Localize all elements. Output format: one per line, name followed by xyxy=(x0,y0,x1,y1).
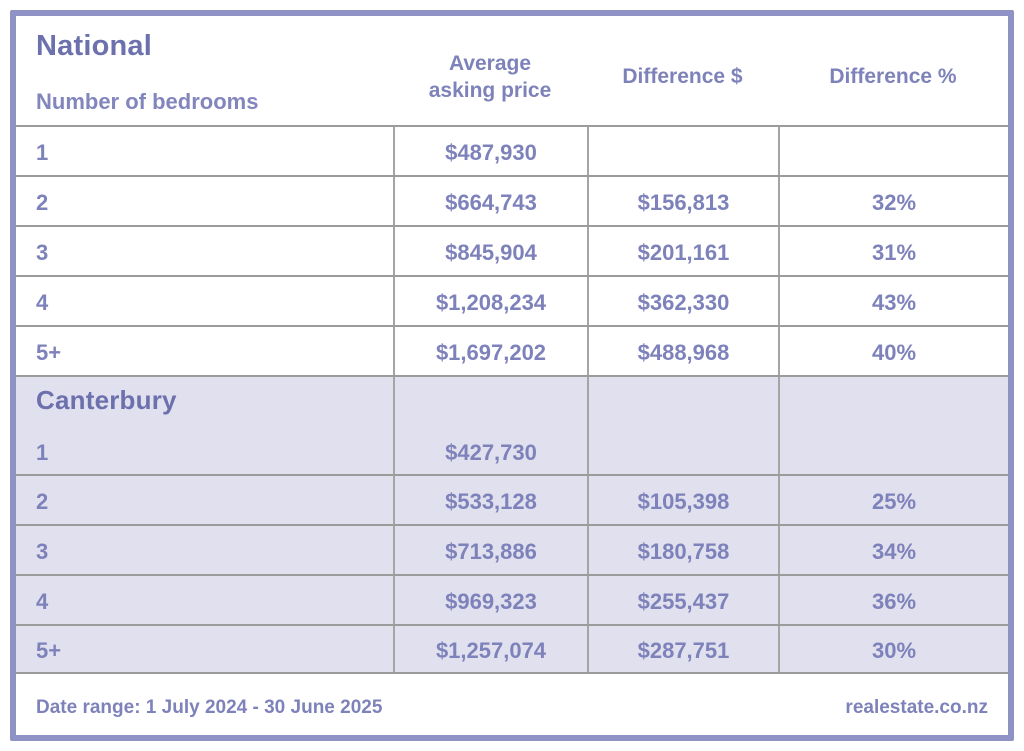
difference-dollar-cell: $362,330 xyxy=(587,277,778,325)
price-cell: $664,743 xyxy=(393,177,587,225)
table-row-canterbury-2: 2 $533,128 $105,398 25% xyxy=(16,476,1008,526)
bedrooms-cell: 4 xyxy=(36,588,49,614)
difference-percent-cell: 30% xyxy=(778,626,1008,672)
difference-dollar-cell: $488,968 xyxy=(587,327,778,375)
column-header-difference-percent: Difference % xyxy=(829,65,957,89)
difference-dollar-cell: $105,398 xyxy=(587,476,778,524)
table-header: National Number of bedrooms Average aski… xyxy=(16,16,1008,127)
bedrooms-cell: 2 xyxy=(36,189,49,215)
column-header-difference-dollar: Difference $ xyxy=(622,65,743,89)
difference-dollar-cell: $156,813 xyxy=(587,177,778,225)
table-row-canterbury-5plus: 5+ $1,257,074 $287,751 30% xyxy=(16,626,1008,674)
empty-cell xyxy=(778,377,1008,429)
price-cell: $969,323 xyxy=(393,576,587,624)
table-row-canterbury-3: 3 $713,886 $180,758 34% xyxy=(16,526,1008,576)
average-asking-price-line1: Average xyxy=(448,52,532,76)
price-cell: $487,930 xyxy=(393,127,587,175)
price-cell: $1,697,202 xyxy=(393,327,587,375)
difference-percent-cell: 43% xyxy=(778,277,1008,325)
section-title-national: National xyxy=(36,30,152,62)
difference-percent-cell: 36% xyxy=(778,576,1008,624)
price-cell: $533,128 xyxy=(393,476,587,524)
difference-dollar-cell: $180,758 xyxy=(587,526,778,574)
average-asking-price-line2: asking price xyxy=(428,78,552,102)
bedrooms-cell: 1 xyxy=(36,139,49,165)
column-header-bedrooms: Number of bedrooms xyxy=(36,89,259,114)
section-title-cell: Canterbury xyxy=(16,377,393,429)
difference-percent-cell xyxy=(778,127,1008,175)
table-row-national-2: 2 $664,743 $156,813 32% xyxy=(16,177,1008,227)
price-cell: $1,208,234 xyxy=(393,277,587,325)
section-title-canterbury: Canterbury xyxy=(36,385,177,415)
column-header-average-asking-price: Average asking price xyxy=(393,16,587,125)
difference-percent-cell: 32% xyxy=(778,177,1008,225)
canterbury-section: Canterbury 1 $427,730 2 $533,128 $105,39… xyxy=(16,377,1008,674)
brand-label: realestate.co.nz xyxy=(845,696,988,718)
difference-percent-cell: 34% xyxy=(778,526,1008,574)
bedrooms-cell: 2 xyxy=(36,488,49,514)
table-row-national-4: 4 $1,208,234 $362,330 43% xyxy=(16,277,1008,327)
price-cell: $713,886 xyxy=(393,526,587,574)
difference-percent-cell: 40% xyxy=(778,327,1008,375)
empty-cell xyxy=(393,377,587,429)
price-cell: $845,904 xyxy=(393,227,587,275)
bedrooms-cell: 3 xyxy=(36,538,49,564)
bedrooms-cell: 5+ xyxy=(36,637,62,663)
date-range-label: Date range: 1 July 2024 - 30 June 2025 xyxy=(36,696,383,718)
table-row-national-5plus: 5+ $1,697,202 $488,968 40% xyxy=(16,327,1008,377)
canterbury-title-row: Canterbury xyxy=(16,377,1008,429)
difference-dollar-cell: $201,161 xyxy=(587,227,778,275)
difference-percent-cell: 25% xyxy=(778,476,1008,524)
bedrooms-cell: 3 xyxy=(36,239,49,265)
table-row-national-3: 3 $845,904 $201,161 31% xyxy=(16,227,1008,277)
difference-dollar-cell xyxy=(587,429,778,474)
difference-dollar-cell: $255,437 xyxy=(587,576,778,624)
table-row-canterbury-4: 4 $969,323 $255,437 36% xyxy=(16,576,1008,626)
price-cell: $1,257,074 xyxy=(393,626,587,672)
difference-dollar-cell xyxy=(587,127,778,175)
header-left-cell: National Number of bedrooms xyxy=(16,16,393,125)
difference-dollar-cell: $287,751 xyxy=(587,626,778,672)
price-cell: $427,730 xyxy=(393,429,587,474)
table-footer: Date range: 1 July 2024 - 30 June 2025 r… xyxy=(16,674,1008,735)
bedrooms-cell: 5+ xyxy=(36,339,62,365)
difference-percent-cell: 31% xyxy=(778,227,1008,275)
table-frame: National Number of bedrooms Average aski… xyxy=(10,10,1014,741)
table-row-national-1: 1 $487,930 xyxy=(16,127,1008,177)
empty-cell xyxy=(587,377,778,429)
bedrooms-cell: 1 xyxy=(36,440,49,465)
table-row-canterbury-1: 1 $427,730 xyxy=(16,429,1008,476)
bedrooms-cell: 4 xyxy=(36,289,49,315)
difference-percent-cell xyxy=(778,429,1008,474)
